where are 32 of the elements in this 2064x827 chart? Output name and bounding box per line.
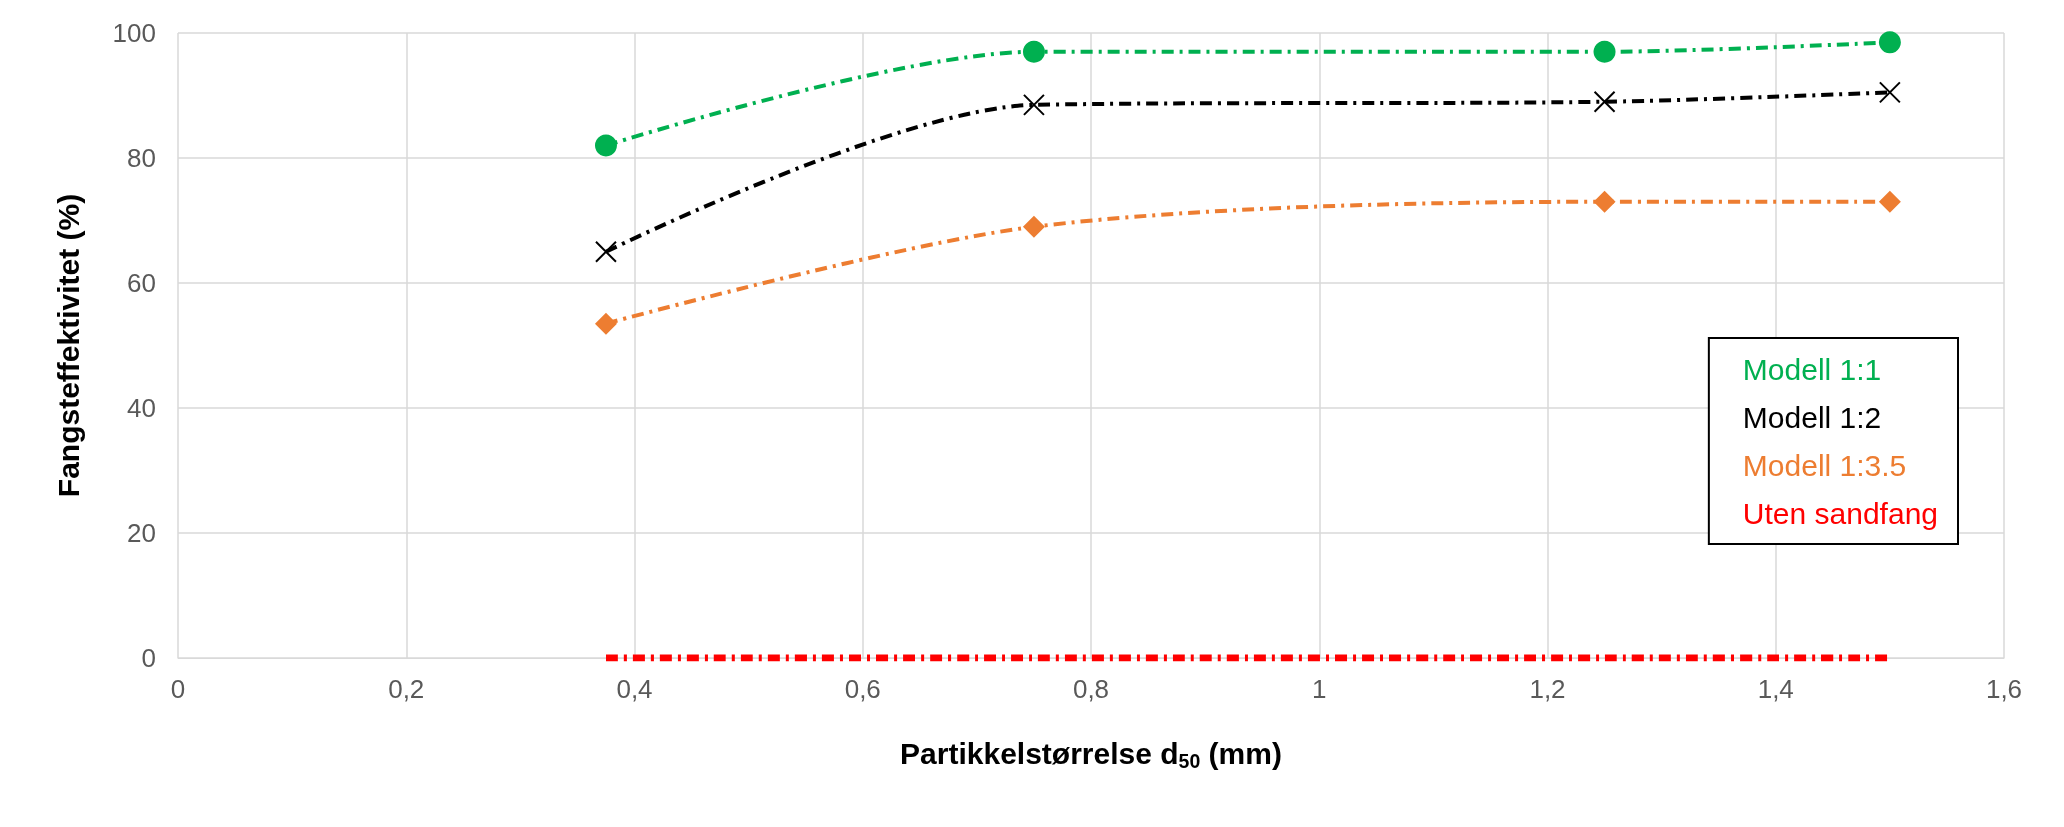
point — [1593, 90, 1616, 113]
point — [594, 134, 617, 157]
x-tick-label: 1 — [1312, 674, 1327, 704]
x-tick-label: 1,2 — [1529, 674, 1566, 704]
point — [1593, 40, 1616, 63]
y-tick-label: 0 — [141, 643, 156, 673]
point — [1022, 93, 1045, 116]
y-tick-label: 100 — [112, 18, 156, 48]
y-tick-label: 80 — [127, 143, 156, 173]
text: Modell 1:1 — [1742, 352, 1882, 386]
y-tick-label: 20 — [127, 518, 156, 548]
y-axis-title: Fangsteffektivitet (%) — [51, 193, 85, 498]
point — [1878, 81, 1901, 104]
x-tick-label: 0 — [170, 674, 186, 704]
point — [594, 312, 617, 335]
text: Modell 1:2 — [1742, 400, 1882, 434]
point — [1022, 40, 1045, 63]
text: Modell 1:3.5 — [1742, 448, 1907, 482]
x-tick-label: 0,6 — [844, 674, 881, 704]
point — [1593, 190, 1616, 213]
x-tick-label: 0,8 — [1072, 674, 1110, 704]
point — [1878, 31, 1901, 54]
point — [1878, 190, 1901, 213]
point — [1022, 215, 1045, 238]
x-tick-label: 0,2 — [388, 674, 425, 704]
y-tick-label: 40 — [127, 393, 156, 423]
x-tick-label: 0,4 — [616, 674, 653, 704]
x-tick-label: 1,6 — [1985, 674, 2023, 704]
text: Uten sandfang — [1742, 496, 1939, 530]
x-tick-label: 1,4 — [1757, 674, 1794, 704]
y-tick-label: 60 — [127, 268, 156, 298]
point — [594, 240, 617, 263]
